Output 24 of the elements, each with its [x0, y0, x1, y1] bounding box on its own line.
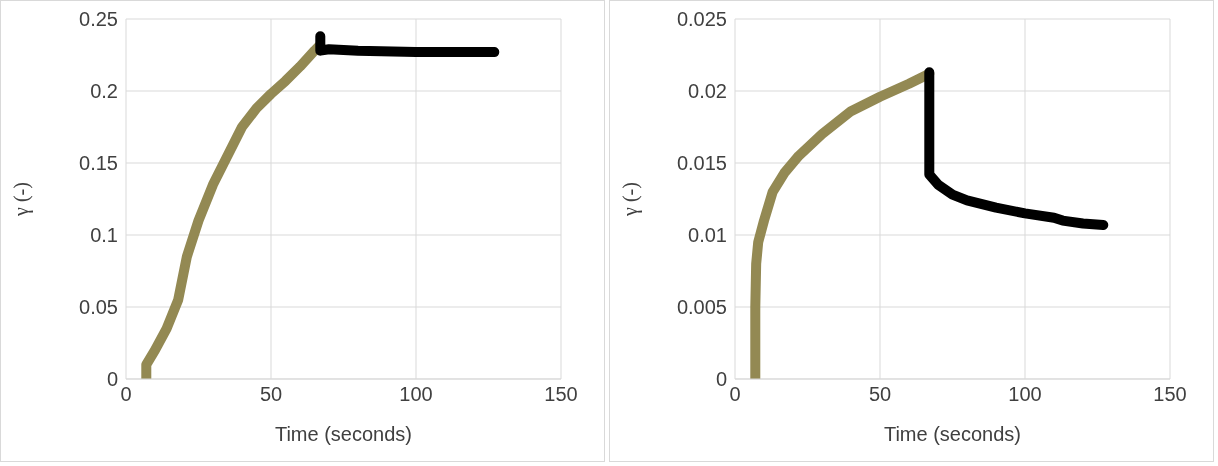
x-tick-label: 50: [868, 383, 892, 406]
y-axis-title: γ (-): [619, 182, 643, 217]
x-tick-label: 0: [729, 383, 741, 406]
x-axis-title: Time (seconds): [274, 423, 413, 445]
y-tick-label: 0.05: [79, 296, 118, 319]
y-axis-title: γ (-): [10, 182, 34, 217]
y-tick-label: 0.25: [79, 8, 118, 31]
y-tick-label: 0.2: [90, 80, 118, 103]
x-tick-label: 0: [120, 383, 132, 406]
y-tick-label: 0.015: [676, 152, 727, 175]
x-tick-label: 100: [1008, 383, 1042, 406]
y-tick-label: 0.01: [688, 224, 727, 247]
x-tick-label: 100: [399, 383, 433, 406]
x-axis-title: Time (seconds): [883, 423, 1022, 445]
x-tick-label: 50: [259, 383, 283, 406]
y-tick-label: 0.025: [676, 8, 727, 31]
y-tick-label: 0.02: [688, 80, 727, 103]
y-tick-label: 0.15: [79, 152, 118, 175]
y-tick-label: 0.1: [90, 224, 118, 247]
y-tick-label: 0.005: [676, 296, 727, 319]
x-tick-label: 150: [544, 383, 578, 406]
y-tick-label: 0: [106, 368, 118, 391]
x-tick-label: 150: [1153, 383, 1187, 406]
y-tick-label: 0: [715, 368, 727, 391]
